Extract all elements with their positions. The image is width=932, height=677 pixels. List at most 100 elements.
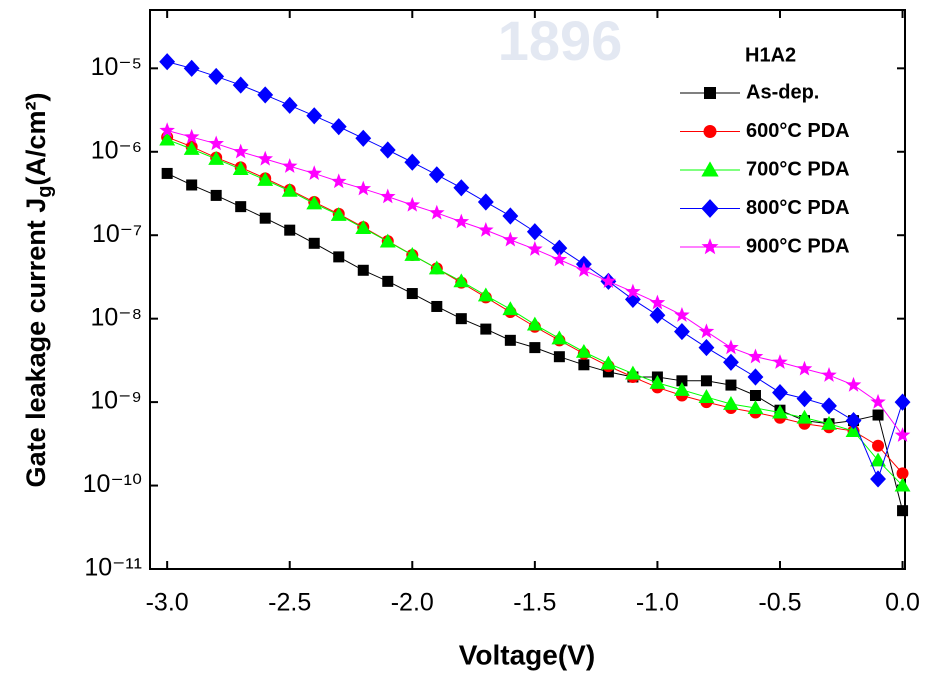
marker xyxy=(526,223,543,241)
marker xyxy=(649,294,666,310)
marker xyxy=(210,189,222,201)
legend-marker xyxy=(701,199,719,218)
marker xyxy=(379,233,396,248)
marker xyxy=(355,129,372,147)
marker xyxy=(281,182,298,197)
marker xyxy=(306,195,323,210)
marker xyxy=(725,379,737,391)
marker xyxy=(551,330,568,345)
marker xyxy=(333,251,345,263)
marker xyxy=(700,375,712,387)
legend-label: 900°C PDA xyxy=(746,235,850,257)
marker xyxy=(821,415,837,430)
marker xyxy=(796,409,813,424)
legend-label: 700°C PDA xyxy=(746,158,850,180)
marker xyxy=(747,368,764,386)
watermark: 1896 xyxy=(498,9,623,72)
marker xyxy=(625,283,641,299)
marker xyxy=(896,467,909,480)
marker xyxy=(406,288,418,300)
marker xyxy=(306,107,323,125)
marker xyxy=(232,161,249,176)
marker xyxy=(747,348,764,364)
marker xyxy=(723,353,739,371)
x-tick-label: -3.0 xyxy=(146,589,189,617)
marker xyxy=(578,359,590,371)
marker xyxy=(600,273,617,288)
y-tick-label: 10⁻⁵ xyxy=(91,53,142,81)
marker xyxy=(235,201,247,213)
marker xyxy=(259,212,271,224)
y-tick-label: 10⁻⁸ xyxy=(90,303,142,331)
marker xyxy=(698,389,715,403)
marker xyxy=(330,118,347,136)
marker xyxy=(379,141,396,159)
marker xyxy=(576,262,592,277)
marker xyxy=(502,301,519,316)
marker xyxy=(284,224,296,236)
marker xyxy=(502,207,519,225)
plot-frame xyxy=(149,9,906,570)
legend-label: 800°C PDA xyxy=(746,197,850,219)
marker xyxy=(796,360,813,376)
legend-title: H1A2 xyxy=(745,44,796,66)
marker xyxy=(796,390,813,408)
x-axis-title: Voltage(V) xyxy=(459,639,595,670)
marker xyxy=(159,131,176,146)
y-tick-label: 10⁻⁷ xyxy=(92,220,142,248)
marker xyxy=(306,165,323,181)
marker xyxy=(208,135,224,151)
y-tick-label: 10⁻⁹ xyxy=(90,387,142,415)
marker xyxy=(698,323,715,339)
marker xyxy=(502,231,519,247)
marker xyxy=(674,381,690,396)
marker xyxy=(870,393,886,409)
marker xyxy=(624,365,641,380)
legend-marker xyxy=(704,87,716,99)
marker xyxy=(159,122,175,138)
marker xyxy=(477,193,494,211)
marker xyxy=(257,86,274,104)
marker xyxy=(870,452,886,467)
marker xyxy=(870,470,886,488)
legend-marker xyxy=(701,238,719,255)
marker xyxy=(845,423,862,437)
x-tick-label: -2.5 xyxy=(268,589,311,617)
y-axis-title-unit: (A/cm²) xyxy=(21,93,51,186)
marker xyxy=(527,241,543,256)
marker xyxy=(159,53,176,71)
marker xyxy=(723,339,739,355)
series-line xyxy=(166,139,903,486)
marker xyxy=(529,342,541,354)
marker xyxy=(428,260,445,275)
marker xyxy=(453,273,470,288)
marker xyxy=(208,67,225,85)
legend-label: As-dep. xyxy=(746,81,819,103)
marker xyxy=(355,180,372,196)
marker xyxy=(355,220,372,234)
legend-label: 600°C PDA xyxy=(746,120,850,142)
marker xyxy=(551,251,568,267)
y-tick-label: 10⁻¹¹ xyxy=(84,554,142,582)
marker xyxy=(551,239,568,257)
marker xyxy=(480,323,492,335)
x-tick-label: 0.0 xyxy=(885,589,920,617)
x-tick-label: -2.0 xyxy=(391,589,434,617)
marker xyxy=(575,343,592,358)
marker xyxy=(600,355,617,370)
marker xyxy=(232,143,249,159)
marker xyxy=(676,375,688,387)
marker xyxy=(674,307,690,322)
marker xyxy=(477,287,494,302)
marker xyxy=(330,173,347,189)
marker xyxy=(404,153,421,171)
marker xyxy=(257,171,274,186)
marker xyxy=(453,213,470,229)
marker xyxy=(183,59,200,77)
marker xyxy=(186,179,198,191)
marker xyxy=(845,376,862,392)
marker xyxy=(161,167,173,179)
marker xyxy=(330,207,347,221)
marker xyxy=(772,384,788,402)
